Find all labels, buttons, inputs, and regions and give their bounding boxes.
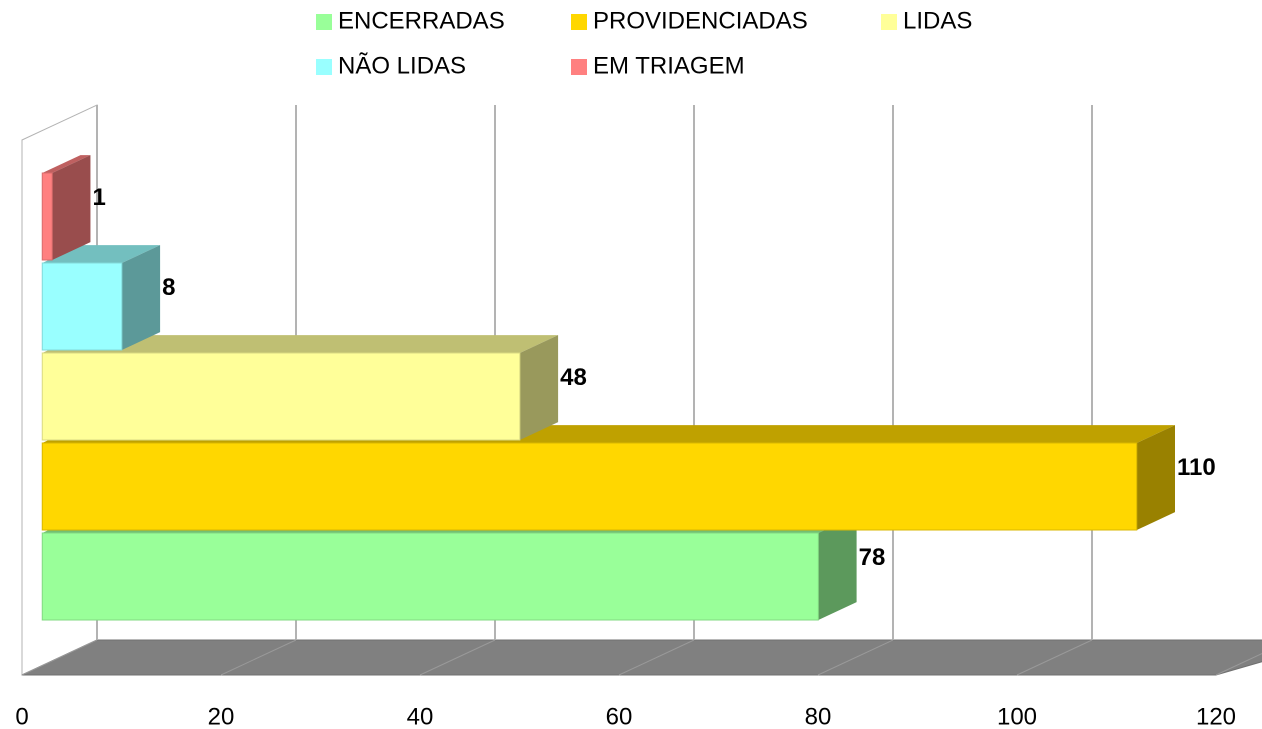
x-tick-label: 120 — [1196, 703, 1236, 729]
data-label: 8 — [162, 274, 175, 301]
legend-swatch — [316, 14, 332, 30]
legend-label: NÃO LIDAS — [338, 52, 466, 79]
floor-grid-line — [618, 639, 695, 676]
bar — [41, 352, 521, 441]
legend-label: EM TRIAGEM — [593, 52, 745, 79]
floor-grid-line — [21, 639, 98, 676]
bar — [41, 262, 123, 351]
bar — [41, 172, 53, 261]
bar — [41, 532, 819, 621]
legend-swatch — [571, 59, 587, 75]
x-tick-label: 20 — [208, 703, 235, 729]
legend-swatch — [571, 14, 587, 30]
bar-top — [42, 335, 559, 353]
x-tick-label: 0 — [15, 703, 28, 729]
floor — [21, 639, 1262, 676]
data-label: 78 — [859, 544, 886, 571]
bar-side — [121, 245, 161, 350]
legend-swatch — [316, 59, 332, 75]
bar-side — [519, 335, 559, 440]
bar-side — [1136, 425, 1175, 530]
data-label: 1 — [92, 184, 105, 211]
floor-grid-line — [220, 639, 297, 676]
x-tick-label: 100 — [997, 703, 1037, 729]
x-tick-label: 60 — [606, 703, 633, 729]
legend-swatch — [881, 14, 897, 30]
legend-label: LIDAS — [903, 7, 972, 34]
bar — [41, 442, 1138, 531]
floor-grid-line — [419, 639, 496, 676]
bar-top — [42, 155, 91, 173]
x-tick-label: 80 — [805, 703, 832, 729]
bar-side — [818, 515, 857, 620]
floor-grid-line — [817, 639, 894, 676]
x-tick-label: 40 — [407, 703, 434, 729]
floor-grid-line — [1215, 652, 1262, 676]
data-label: 48 — [560, 364, 587, 391]
legend-label: PROVIDENCIADAS — [593, 7, 808, 34]
bar-side — [52, 155, 91, 260]
data-label: 110 — [1177, 454, 1216, 481]
legend-label: ENCERRADAS — [338, 7, 505, 34]
floor-grid-line — [1016, 639, 1093, 676]
